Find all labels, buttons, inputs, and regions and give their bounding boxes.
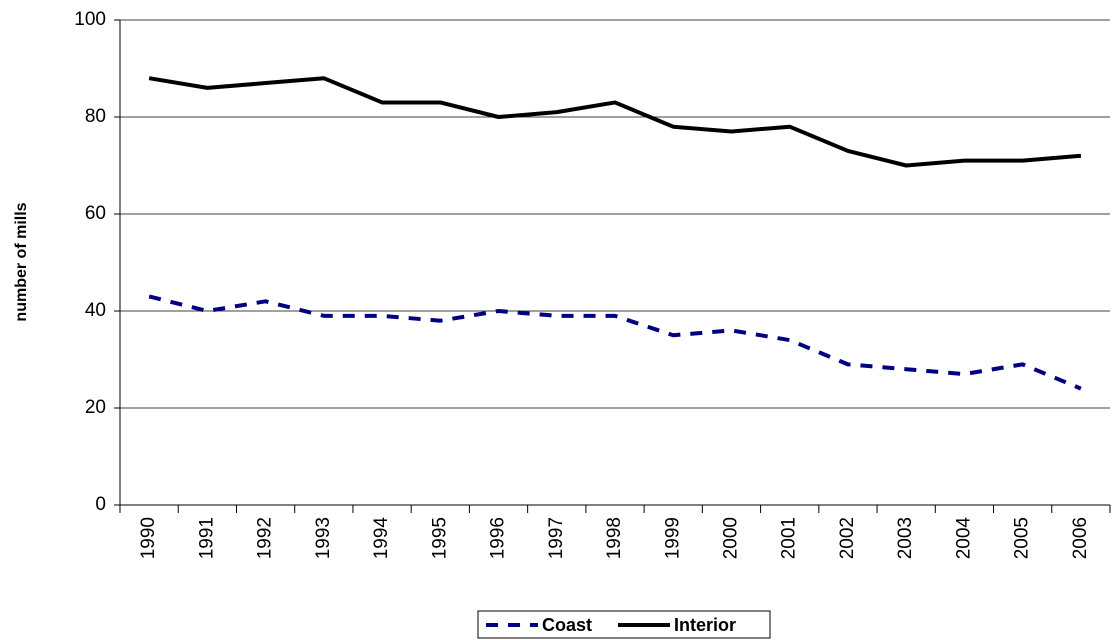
x-tick-label: 1997: [546, 517, 567, 559]
x-tick-label: 1994: [371, 517, 392, 560]
y-tick-label: 40: [85, 300, 106, 321]
x-tick-label: 1991: [196, 517, 217, 559]
x-tick-label: 2006: [1070, 517, 1091, 559]
x-tick-label: 1990: [138, 517, 159, 559]
line-series: [148, 294, 1082, 391]
x-tick-label: 2005: [1012, 517, 1033, 559]
x-tick-label: 2000: [720, 517, 741, 559]
y-tick-label: 80: [85, 106, 106, 127]
x-tick-label: 2003: [895, 517, 916, 559]
y-axis-label: number of mills: [13, 202, 30, 321]
y-tick-label: 100: [74, 9, 106, 30]
y-tick-label: 20: [85, 397, 106, 418]
line-series: [148, 76, 1082, 168]
y-tick-label: 0: [95, 494, 106, 515]
x-tick-label: 1993: [313, 517, 334, 559]
y-tick-label: 60: [85, 203, 106, 224]
legend-label: Interior: [674, 615, 736, 635]
x-tick-label: 1995: [429, 517, 450, 559]
x-tick-label: 1996: [488, 517, 509, 559]
x-tick-label: 2002: [837, 517, 858, 559]
x-tick-label: 1992: [255, 517, 276, 559]
x-tick-label: 2004: [953, 517, 974, 560]
x-tick-label: 1998: [604, 517, 625, 559]
legend-label: Coast: [542, 615, 592, 635]
x-tick-label: 1999: [662, 517, 683, 559]
x-tick-label: 2001: [779, 517, 800, 559]
